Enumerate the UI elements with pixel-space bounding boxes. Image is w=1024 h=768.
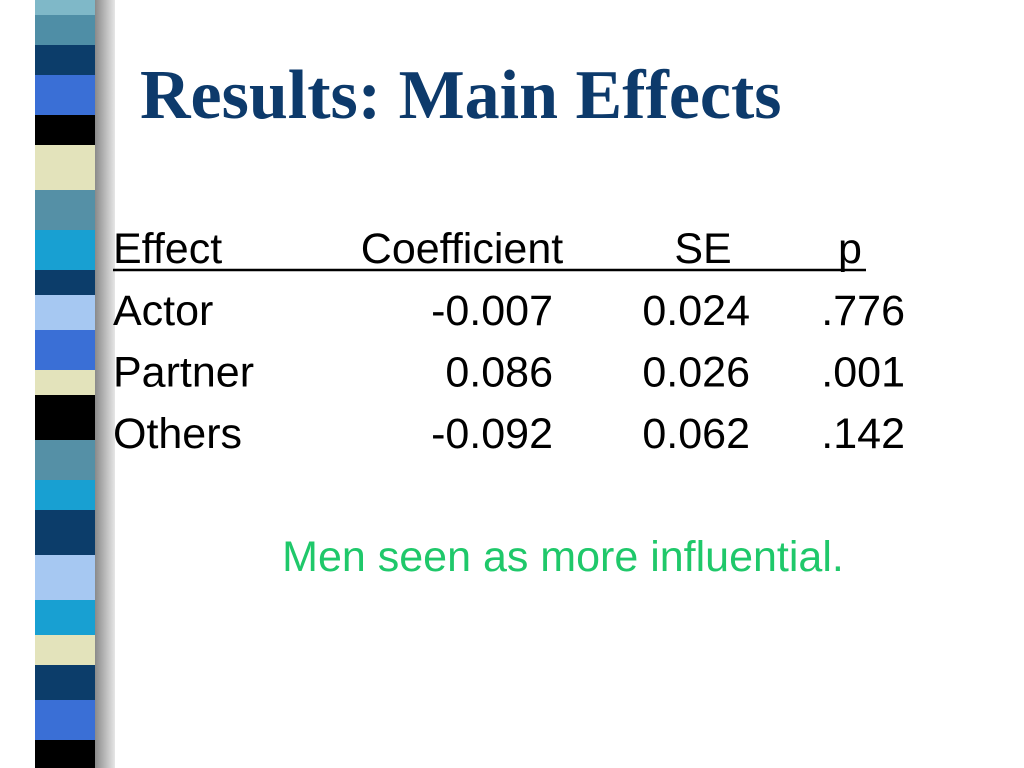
stripe-block bbox=[35, 15, 95, 45]
stripe-block bbox=[35, 395, 95, 440]
stripe-block bbox=[35, 510, 95, 555]
stripe-block bbox=[35, 230, 95, 270]
header-cell: p bbox=[838, 225, 862, 273]
table-cell: 0.026 bbox=[642, 349, 750, 397]
table-cell: -0.007 bbox=[431, 287, 553, 335]
table-cell: Actor bbox=[113, 287, 213, 335]
stripe-block bbox=[35, 480, 95, 510]
table-cell: .142 bbox=[821, 410, 905, 458]
stripe-block bbox=[35, 330, 95, 370]
table-cell: 0.062 bbox=[642, 410, 750, 458]
table-cell: Others bbox=[113, 410, 242, 458]
stripe-block bbox=[35, 0, 95, 15]
stripe-block bbox=[35, 370, 95, 395]
stripe-block bbox=[35, 190, 95, 230]
stripe-block bbox=[35, 555, 95, 600]
header-cell: Coefficient bbox=[361, 225, 563, 273]
header-cell: SE bbox=[674, 225, 731, 273]
stripe-block bbox=[35, 635, 95, 665]
decorative-stripe bbox=[35, 0, 95, 768]
stripe-block bbox=[35, 75, 95, 115]
table-cell: Partner bbox=[113, 349, 254, 397]
stripe-block bbox=[35, 600, 95, 635]
note: Men seen as more influential. bbox=[282, 533, 844, 581]
stripe-block bbox=[35, 665, 95, 700]
table-cell: 0.086 bbox=[445, 349, 553, 397]
stripe-block bbox=[35, 740, 95, 768]
table-cell: .001 bbox=[821, 349, 905, 397]
slide-title: Results: Main Effects bbox=[140, 57, 782, 134]
table-cell: .776 bbox=[821, 287, 905, 335]
table-cell: -0.092 bbox=[431, 410, 553, 458]
stripe-block bbox=[35, 45, 95, 75]
stripe-shadow bbox=[95, 0, 115, 768]
stripe-block bbox=[35, 115, 95, 145]
table-body: Actor -0.007 0.024 .776 Partner 0.086 0.026 .00… bbox=[113, 287, 905, 458]
stripe-block bbox=[35, 295, 95, 330]
header-cell: Effect bbox=[113, 225, 222, 273]
stripe-block bbox=[35, 270, 95, 295]
stripe-block bbox=[35, 440, 95, 480]
table-cell: 0.024 bbox=[642, 287, 750, 335]
stripe-block bbox=[35, 700, 95, 740]
stripe-block bbox=[35, 145, 95, 190]
